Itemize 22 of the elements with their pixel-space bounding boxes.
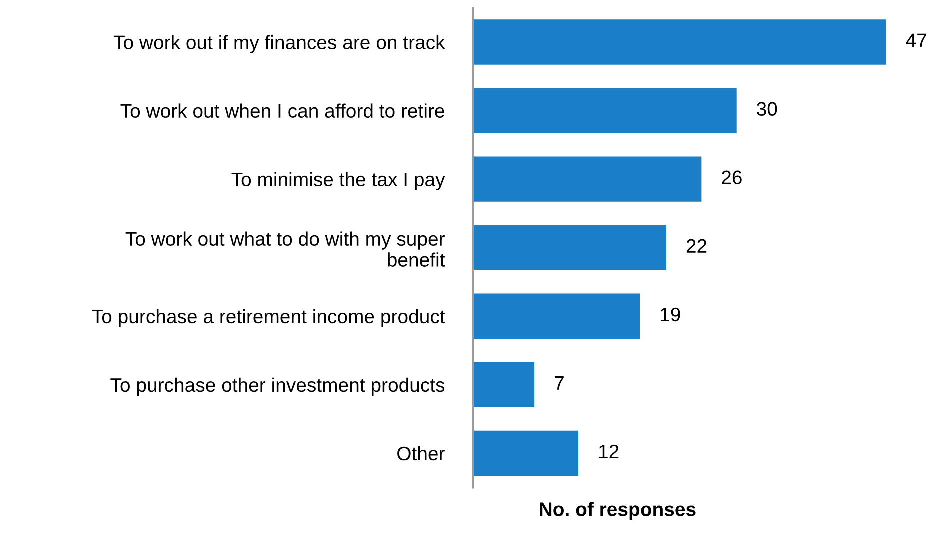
y-tick-label: To work out what to do with my super benefit bbox=[126, 232, 446, 267]
data-label: 19 bbox=[661, 308, 680, 322]
bar bbox=[473, 156, 702, 202]
y-tick-label: To work out when I can afford to retire bbox=[120, 104, 444, 118]
y-tick-label: To work out if my finances are on track bbox=[114, 35, 446, 54]
bar bbox=[473, 225, 666, 270]
bar bbox=[473, 362, 535, 408]
data-label: 26 bbox=[722, 170, 742, 185]
bar bbox=[473, 294, 640, 339]
bar bbox=[473, 88, 737, 134]
y-tick-label: To minimise the tax I pay bbox=[232, 172, 446, 190]
x-axis-title: No. of responses bbox=[540, 502, 696, 520]
bar bbox=[473, 20, 886, 65]
data-label: 47 bbox=[906, 34, 926, 48]
bar bbox=[473, 430, 579, 476]
data-label: 7 bbox=[555, 376, 564, 390]
y-tick-label: To purchase a retirement income product bbox=[92, 309, 446, 328]
data-label: 30 bbox=[757, 102, 778, 116]
data-label: 12 bbox=[599, 444, 619, 458]
data-label: 22 bbox=[686, 239, 707, 253]
y-tick-label: To purchase other investment products bbox=[110, 378, 445, 396]
y-tick-label: Other bbox=[398, 446, 445, 461]
